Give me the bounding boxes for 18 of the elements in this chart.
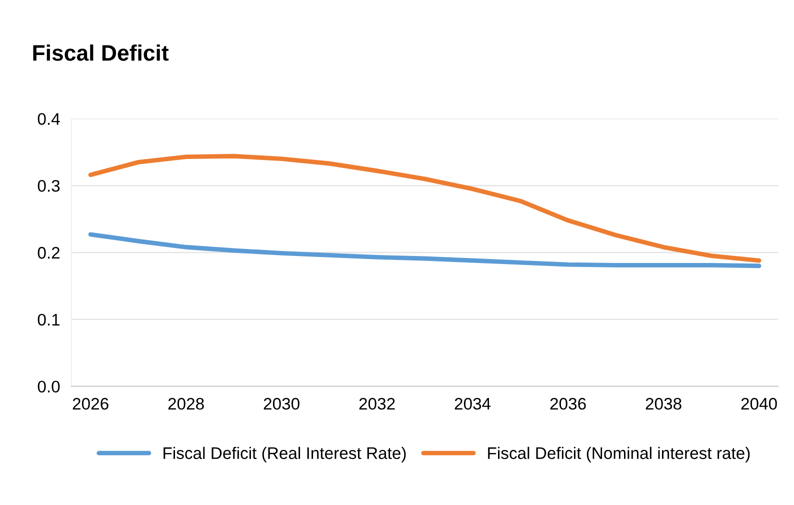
line-series	[88, 154, 762, 263]
legend-label: Fiscal Deficit (Real Interest Rate)	[164, 446, 406, 462]
x-tick-label: 2036	[550, 398, 586, 410]
y-tick-label: 0.2	[38, 246, 60, 259]
x-tick-label: 2040	[741, 398, 777, 410]
x-tick-label: 2030	[264, 398, 300, 410]
y-tick-label: 0.1	[38, 314, 60, 326]
x-tick-label: 2032	[359, 398, 395, 410]
y-tick-label: 0.3	[38, 180, 60, 192]
x-tick-label: 2028	[168, 398, 204, 410]
x-tick-label: 2034	[454, 398, 491, 410]
legend-label: Fiscal Deficit (Nominal interest rate)	[488, 446, 750, 462]
line-series	[88, 232, 762, 268]
chart-title: Fiscal Deficit	[33, 44, 169, 61]
y-tick-label: 0.0	[38, 380, 60, 393]
x-tick-label: 2026	[72, 398, 108, 410]
x-tick-label: 2038	[646, 398, 682, 410]
y-tick-label: 0.4	[38, 113, 60, 125]
